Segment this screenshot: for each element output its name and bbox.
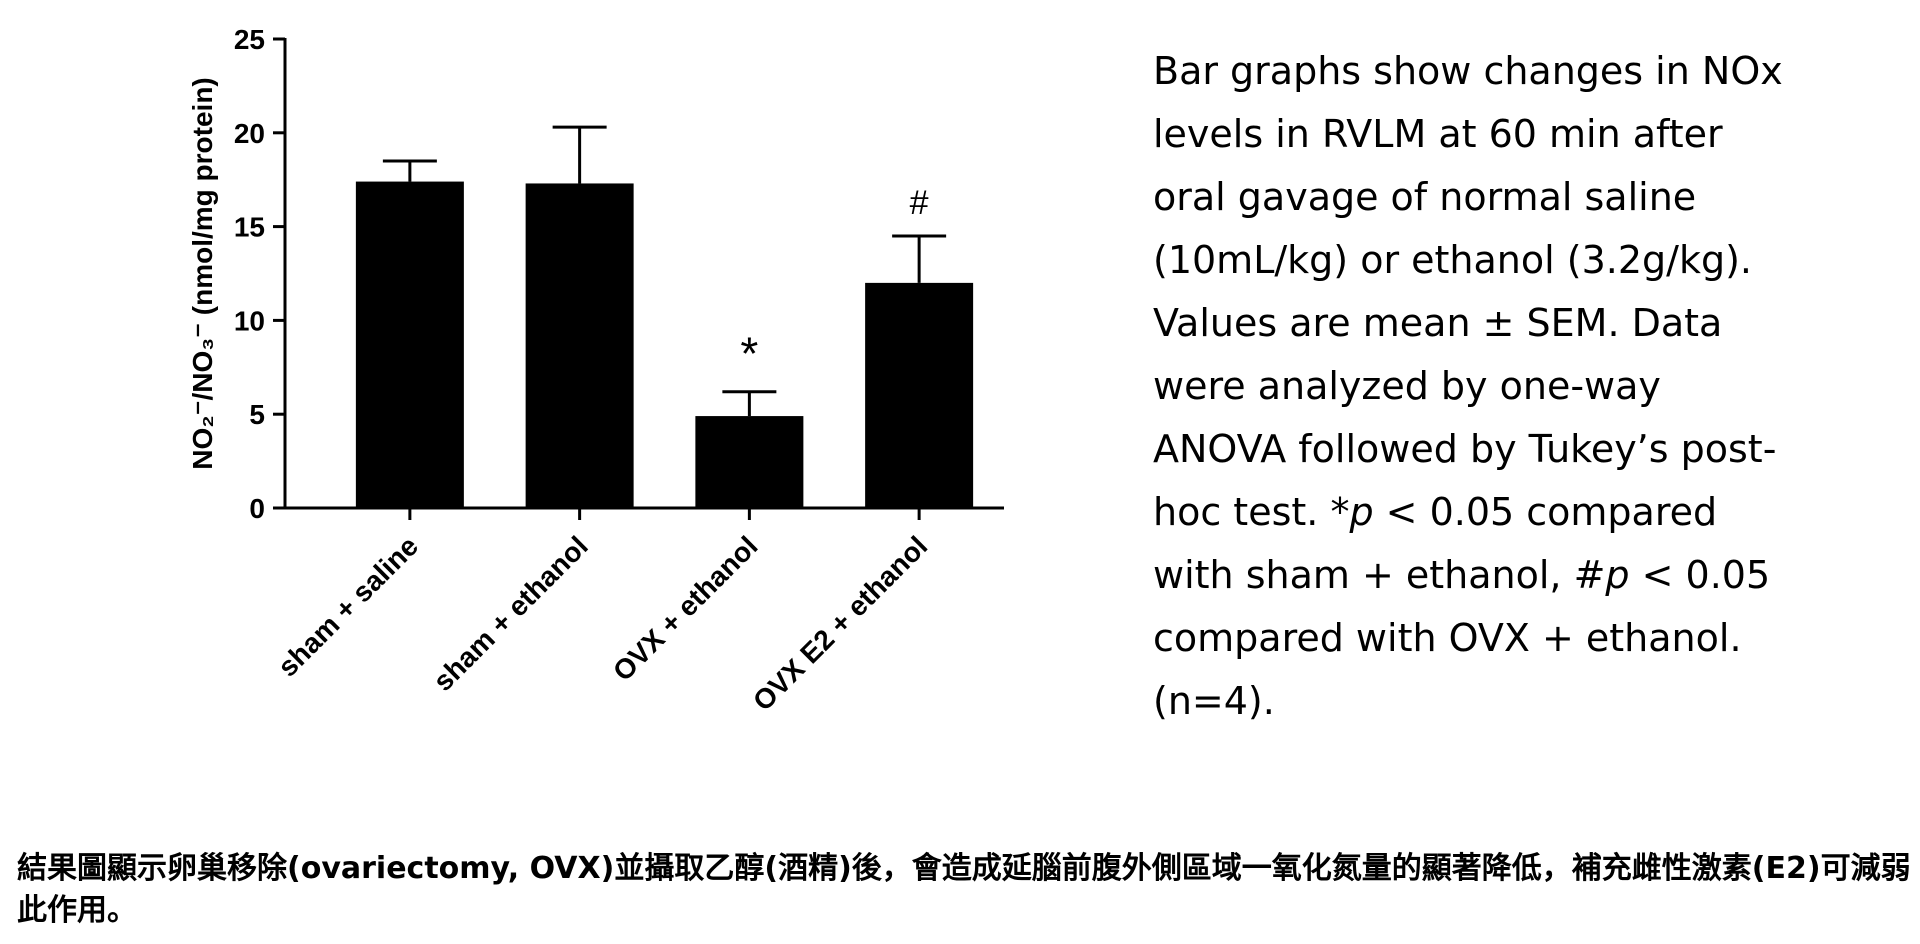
y-tick-label: 0 (249, 493, 265, 524)
caption-part: < 0.05 compared with sham + ethanol, # (1153, 490, 1718, 597)
caption-part: p (1349, 490, 1374, 534)
x-tick-label: OVX + ethanol (607, 530, 764, 687)
caption-part: Bar graphs show changes in NOx levels in… (1153, 49, 1783, 534)
bar (865, 282, 974, 508)
bar (695, 416, 804, 508)
y-tick-label: 10 (234, 305, 265, 336)
y-tick-label: 15 (234, 212, 265, 243)
x-tick-label: sham + saline (272, 530, 424, 682)
bar (525, 183, 634, 508)
caption: Bar graphs show changes in NOx levels in… (1153, 40, 1803, 733)
bar (355, 181, 464, 509)
y-tick-label: 20 (234, 118, 265, 149)
significance-marker: # (910, 184, 929, 222)
y-tick-label: 25 (234, 24, 265, 55)
y-axis-label: NO₂⁻/NO₃⁻ (nmol/mg protein) (187, 77, 218, 469)
caption-part: p (1605, 553, 1630, 597)
y-tick-label: 5 (249, 399, 265, 430)
note: 結果圖顯示卵巢移除(ovariectomy, OVX)並攝取乙醇(酒精)後，會造… (17, 851, 1911, 928)
caption-part: < 0.05 compared with OVX + ethanol. (n=4… (1153, 553, 1771, 723)
x-tick-label: sham + ethanol (427, 530, 594, 697)
x-tick-label: OVX E2 + ethanol (747, 530, 933, 716)
significance-marker: * (740, 328, 758, 380)
